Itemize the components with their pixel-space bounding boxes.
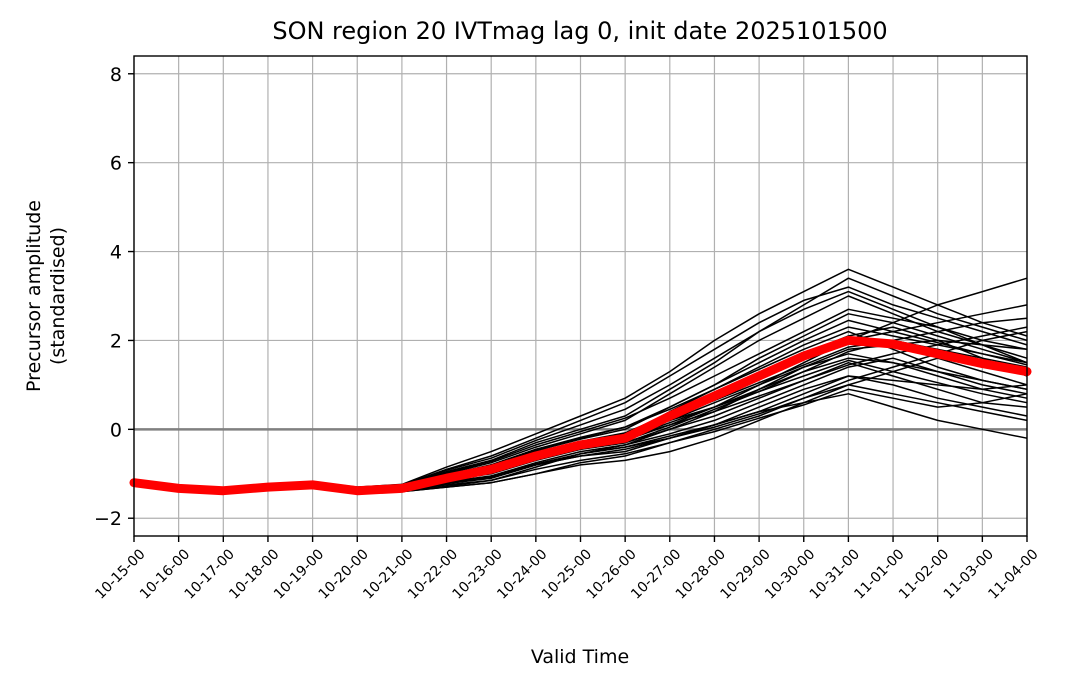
y-axis-label-line-2: (standardised) — [47, 227, 69, 365]
y-axis-label: Precursor amplitude (standardised) — [23, 200, 69, 392]
y-axis-ticks: −2 0 2 4 6 8 — [94, 64, 134, 530]
ensemble-mean-group — [129, 335, 1032, 496]
chart-title: SON region 20 IVTmag lag 0, init date 20… — [272, 17, 887, 45]
y-tick-label: 2 — [110, 330, 122, 352]
y-tick-label: 4 — [110, 242, 122, 264]
y-tick-label: 8 — [110, 64, 122, 86]
y-axis-label-line-1: Precursor amplitude — [23, 200, 45, 392]
y-tick-label: 0 — [110, 419, 122, 441]
x-axis-label: Valid Time — [531, 646, 629, 668]
y-tick-label: 6 — [110, 153, 122, 175]
ensemble-mean-line — [129, 335, 1032, 496]
x-axis-ticks: 10-15-0010-16-0010-17-0010-18-0010-19-00… — [92, 536, 1042, 603]
y-tick-label: −2 — [94, 508, 122, 530]
